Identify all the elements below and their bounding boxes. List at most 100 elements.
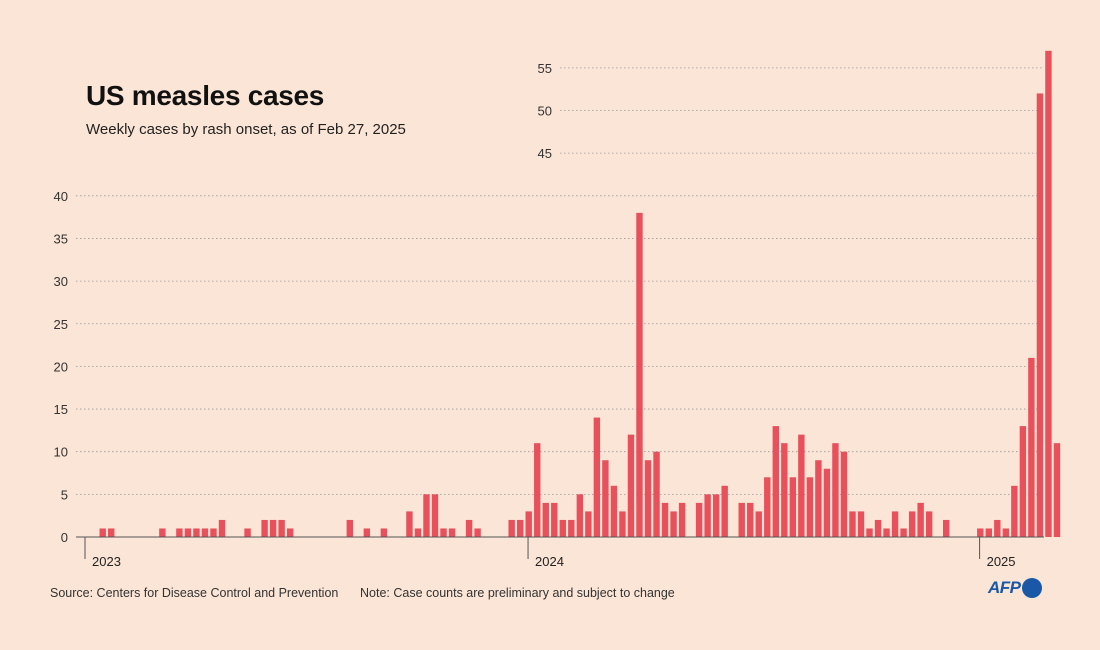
- bar: [755, 511, 762, 537]
- bar: [431, 494, 439, 537]
- bar: [218, 519, 226, 537]
- bar: [644, 460, 652, 537]
- y-tick-label: 40: [54, 189, 68, 204]
- year-label: 2024: [535, 554, 564, 569]
- bar: [772, 426, 779, 537]
- bar: [670, 511, 677, 537]
- bar: [678, 502, 686, 537]
- y-tick-label: 50: [538, 104, 552, 119]
- bars: [99, 50, 1061, 538]
- chart-title: US measles cases: [86, 80, 325, 111]
- bar: [201, 528, 209, 537]
- bar: [108, 528, 115, 537]
- bar: [977, 528, 984, 537]
- bar: [525, 511, 532, 537]
- bar: [661, 502, 669, 537]
- bar: [1011, 485, 1018, 537]
- bar: [99, 528, 106, 537]
- bar: [465, 519, 473, 537]
- bar: [593, 417, 601, 537]
- year-label: 2023: [92, 554, 121, 569]
- afp-logo-circle: [1021, 578, 1042, 598]
- y-tick-label: 15: [54, 402, 68, 417]
- bar: [585, 511, 592, 537]
- bar: [823, 468, 831, 537]
- year-label: 2025: [987, 554, 1016, 569]
- bar: [551, 502, 558, 537]
- bar: [815, 460, 822, 537]
- bar: [184, 528, 192, 537]
- bar: [1036, 93, 1044, 537]
- bar: [423, 494, 430, 537]
- y-tick-label: 25: [54, 317, 68, 332]
- bar: [448, 528, 456, 537]
- afp-logo: AFP: [988, 578, 1042, 598]
- bar: [1019, 426, 1027, 537]
- bar: [874, 519, 882, 537]
- bar: [917, 502, 924, 537]
- bar: [832, 443, 839, 537]
- disclaimer-note: Note: Case counts are preliminary and su…: [360, 586, 675, 600]
- bar: [602, 460, 609, 537]
- y-tick-label: 20: [54, 359, 68, 374]
- bar: [278, 519, 285, 537]
- bar: [406, 511, 413, 537]
- bar: [943, 519, 950, 537]
- y-tick-label: 0: [61, 530, 68, 545]
- bar: [176, 528, 183, 537]
- bar: [704, 494, 711, 537]
- x-axis: 2023 2024 2025: [76, 536, 1044, 569]
- bar: [244, 528, 251, 537]
- bar: [568, 519, 575, 537]
- bar: [695, 502, 703, 537]
- bar: [866, 528, 873, 537]
- y-axis-ticks: 0 5 10 15 20 25 30 35 40 45 50 55: [54, 61, 552, 545]
- bar: [269, 519, 277, 537]
- bar: [908, 511, 916, 537]
- source-note: Source: Centers for Disease Control and …: [50, 586, 339, 600]
- bar: [789, 477, 797, 537]
- bar: [781, 443, 788, 537]
- bar: [721, 485, 728, 537]
- bar: [414, 528, 422, 537]
- bar: [1045, 50, 1052, 537]
- bar: [738, 502, 745, 537]
- y-tick-label: 55: [538, 61, 552, 76]
- bar: [210, 528, 217, 537]
- y-tick-label: 45: [538, 146, 552, 161]
- bar: [653, 451, 660, 537]
- bar: [261, 519, 268, 537]
- bar: [1002, 528, 1010, 537]
- bar: [508, 519, 515, 537]
- bar: [712, 494, 720, 537]
- bar: [193, 528, 200, 537]
- bar: [883, 528, 890, 537]
- bar: [1053, 443, 1061, 537]
- bar: [764, 477, 771, 537]
- bar: [747, 502, 754, 537]
- bar: [806, 477, 814, 537]
- bar: [542, 502, 549, 537]
- bar: [849, 511, 856, 537]
- bar: [840, 451, 848, 537]
- bar: [559, 519, 566, 537]
- bar: [474, 528, 481, 537]
- bar: [1028, 357, 1035, 537]
- bar: [517, 519, 524, 537]
- y-tick-label: 30: [54, 274, 68, 289]
- bar: [610, 485, 618, 537]
- y-tick-label: 10: [54, 445, 68, 460]
- bar: [619, 511, 626, 537]
- chart-subtitle: Weekly cases by rash onset, as of Feb 27…: [86, 121, 406, 138]
- afp-logo-text: AFP: [988, 578, 1021, 597]
- bar: [985, 528, 992, 537]
- bar: [857, 511, 865, 537]
- gridlines: [76, 67, 1044, 495]
- bar: [159, 528, 166, 537]
- bar: [346, 519, 353, 537]
- bar: [925, 511, 933, 537]
- y-tick-label: 35: [54, 231, 68, 246]
- bar: [576, 494, 584, 537]
- bar: [891, 511, 899, 537]
